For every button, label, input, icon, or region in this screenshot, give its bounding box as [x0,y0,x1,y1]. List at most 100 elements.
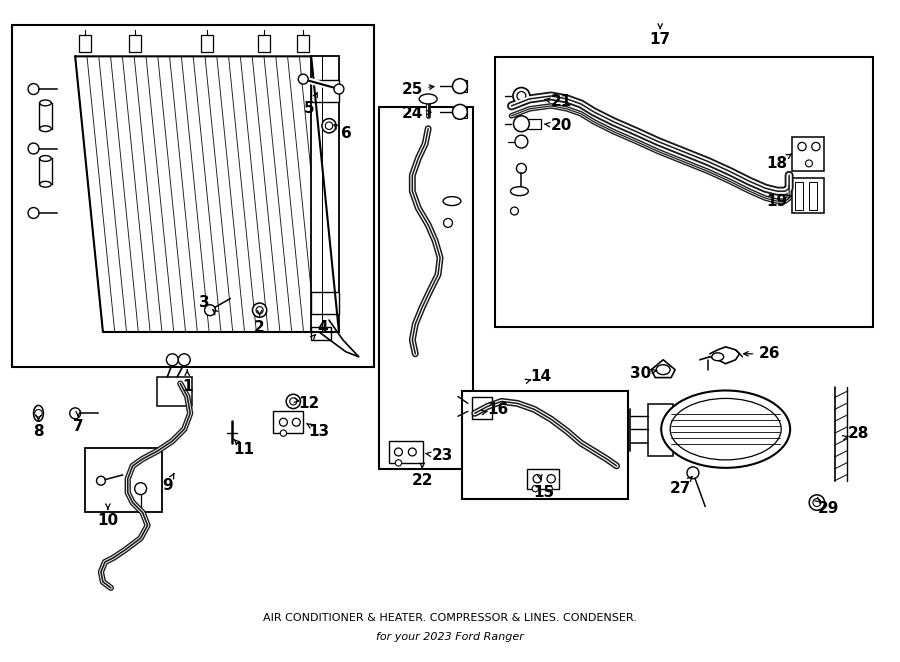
Ellipse shape [298,74,308,84]
Bar [495,58,873,327]
Text: 14: 14 [531,369,552,384]
Text: 13: 13 [309,424,329,439]
Bar [472,397,491,419]
Circle shape [253,303,266,317]
Circle shape [286,395,301,408]
Ellipse shape [334,84,344,94]
Ellipse shape [443,197,461,206]
Text: 2: 2 [254,320,265,334]
Bar [158,377,193,406]
Circle shape [394,448,402,456]
Circle shape [813,498,821,506]
Circle shape [28,143,39,154]
Text: 15: 15 [534,485,554,500]
Circle shape [798,142,806,151]
Text: 29: 29 [818,501,840,516]
Bar [792,136,824,171]
Circle shape [69,408,81,419]
Ellipse shape [40,181,51,187]
Circle shape [517,164,526,173]
Bar [86,448,162,512]
Bar [201,34,213,52]
Bar [462,391,628,498]
Circle shape [546,485,553,492]
Circle shape [547,475,555,483]
Circle shape [533,475,542,483]
Circle shape [135,483,147,495]
Circle shape [514,116,529,132]
Bar [792,178,824,213]
Bar [311,56,339,332]
Text: for your 2023 Ford Ranger: for your 2023 Ford Ranger [376,632,524,642]
Circle shape [290,398,297,405]
Text: 10: 10 [97,513,119,528]
Circle shape [28,208,39,218]
Bar [129,34,140,52]
Bar [795,182,803,210]
Text: 23: 23 [431,448,453,463]
Circle shape [280,430,286,436]
Text: 7: 7 [73,418,84,434]
Bar [311,80,339,102]
Bar [455,106,467,118]
Circle shape [322,118,337,133]
Bar [648,404,673,456]
Bar [311,293,339,314]
Ellipse shape [40,100,51,106]
Circle shape [178,354,190,365]
Text: 30: 30 [630,366,651,381]
Text: 19: 19 [767,193,788,209]
Text: 8: 8 [33,424,44,439]
Circle shape [204,305,215,316]
Text: 22: 22 [411,473,433,489]
Text: 4: 4 [318,320,328,334]
Text: 26: 26 [759,346,780,361]
Text: 12: 12 [299,396,320,411]
Bar [257,34,269,52]
Text: 28: 28 [848,426,869,441]
Circle shape [510,207,518,215]
Circle shape [409,448,417,456]
Ellipse shape [40,126,51,132]
Circle shape [453,79,467,93]
Circle shape [532,485,538,492]
Circle shape [812,142,820,151]
Circle shape [35,410,42,417]
Circle shape [325,122,333,130]
Bar [311,327,331,340]
Ellipse shape [40,156,51,162]
Text: 3: 3 [199,295,210,310]
Circle shape [809,495,824,510]
Text: 17: 17 [650,32,670,47]
Ellipse shape [33,405,43,421]
Text: 9: 9 [162,478,173,493]
Text: 11: 11 [233,442,254,457]
Bar [527,469,559,489]
Text: 27: 27 [670,481,690,496]
Bar [455,80,467,92]
Circle shape [515,135,527,148]
Text: AIR CONDITIONER & HEATER. COMPRESSOR & LINES. CONDENSER.: AIR CONDITIONER & HEATER. COMPRESSOR & L… [263,612,637,622]
Ellipse shape [510,187,528,196]
Circle shape [806,160,813,167]
Bar [79,34,91,52]
Circle shape [166,354,178,365]
Circle shape [28,83,39,95]
Text: 21: 21 [551,95,572,109]
Bar [274,411,303,433]
Ellipse shape [662,391,790,468]
Circle shape [279,418,287,426]
Ellipse shape [670,399,781,460]
Ellipse shape [712,353,724,361]
Bar [12,24,373,367]
Circle shape [517,91,526,101]
Circle shape [292,418,301,426]
Bar [389,441,423,463]
Text: 25: 25 [401,81,423,97]
Bar [379,107,472,469]
Text: 1: 1 [182,379,193,394]
Text: 24: 24 [401,107,423,121]
Circle shape [256,307,263,314]
Circle shape [687,467,699,479]
Text: 5: 5 [304,101,314,117]
